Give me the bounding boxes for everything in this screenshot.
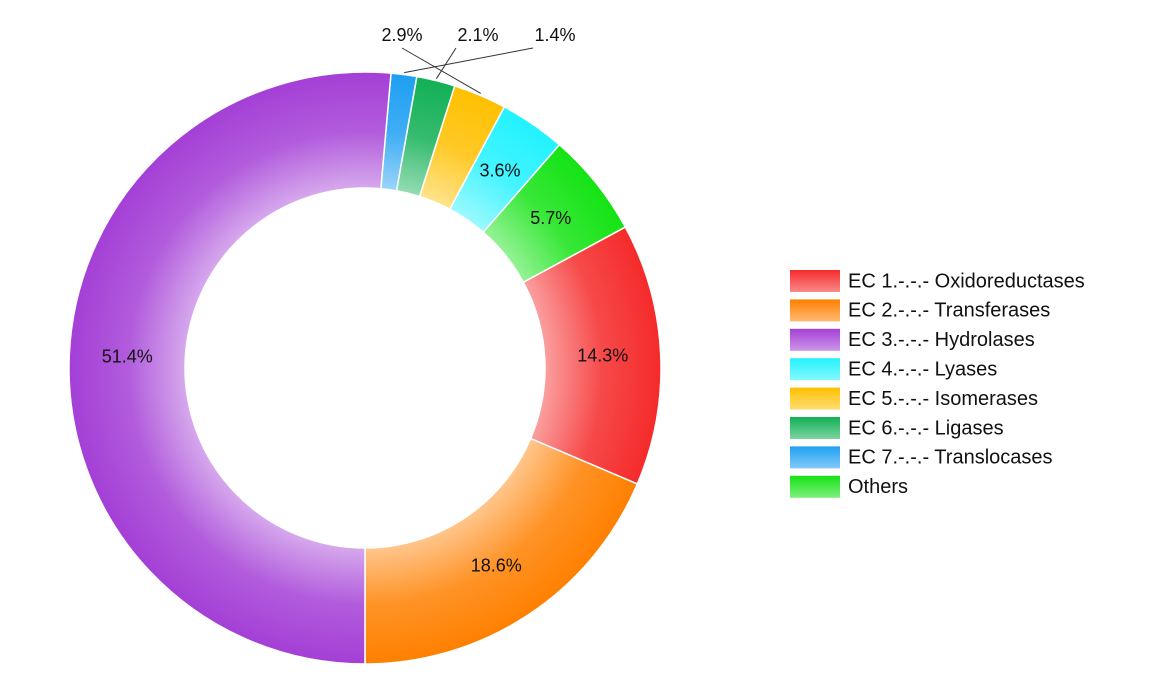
- legend-label: EC 7.-.-.- Translocases: [848, 447, 1053, 469]
- data-label: 1.4%: [534, 25, 575, 45]
- legend-swatch: [790, 387, 840, 410]
- data-label: 5.7%: [530, 208, 571, 228]
- donut-slice: [482, 143, 627, 284]
- donut-slice: [380, 72, 418, 192]
- data-label: 3.6%: [479, 161, 520, 181]
- leader-line: [404, 47, 534, 74]
- donut-slice: [448, 105, 561, 234]
- donut-slice: [364, 437, 639, 665]
- donut-slice: [418, 84, 506, 211]
- data-label: 2.1%: [457, 25, 498, 45]
- donut-slice: [395, 75, 456, 198]
- data-label: 2.9%: [381, 25, 422, 45]
- data-label: 14.3%: [577, 346, 628, 366]
- legend-label: EC 2.-.-.- Transferases: [848, 300, 1050, 322]
- legend-label: EC 1.-.-.- Oxidoreductases: [848, 270, 1085, 292]
- legend-swatch: [790, 417, 840, 439]
- legend-swatch: [790, 358, 840, 381]
- legend-swatch: [790, 270, 840, 292]
- legend-label: EC 4.-.-.- Lyases: [848, 358, 997, 380]
- legend-label: EC 5.-.-.- Isomerases: [848, 388, 1038, 410]
- donut-slice: [68, 71, 392, 665]
- legend-label: EC 3.-.-.- Hydrolases: [848, 329, 1035, 351]
- legend-swatch: [790, 446, 840, 469]
- data-label: 18.6%: [471, 555, 522, 575]
- donut-slice: [522, 226, 662, 485]
- legend-label: Others: [848, 476, 908, 498]
- legend-swatch: [790, 328, 840, 351]
- data-label: 51.4%: [102, 346, 153, 366]
- legend-swatch: [790, 475, 840, 498]
- leader-line: [435, 47, 457, 79]
- legend-swatch: [790, 299, 840, 322]
- legend-label: EC 6.-.-.- Ligases: [848, 417, 1004, 439]
